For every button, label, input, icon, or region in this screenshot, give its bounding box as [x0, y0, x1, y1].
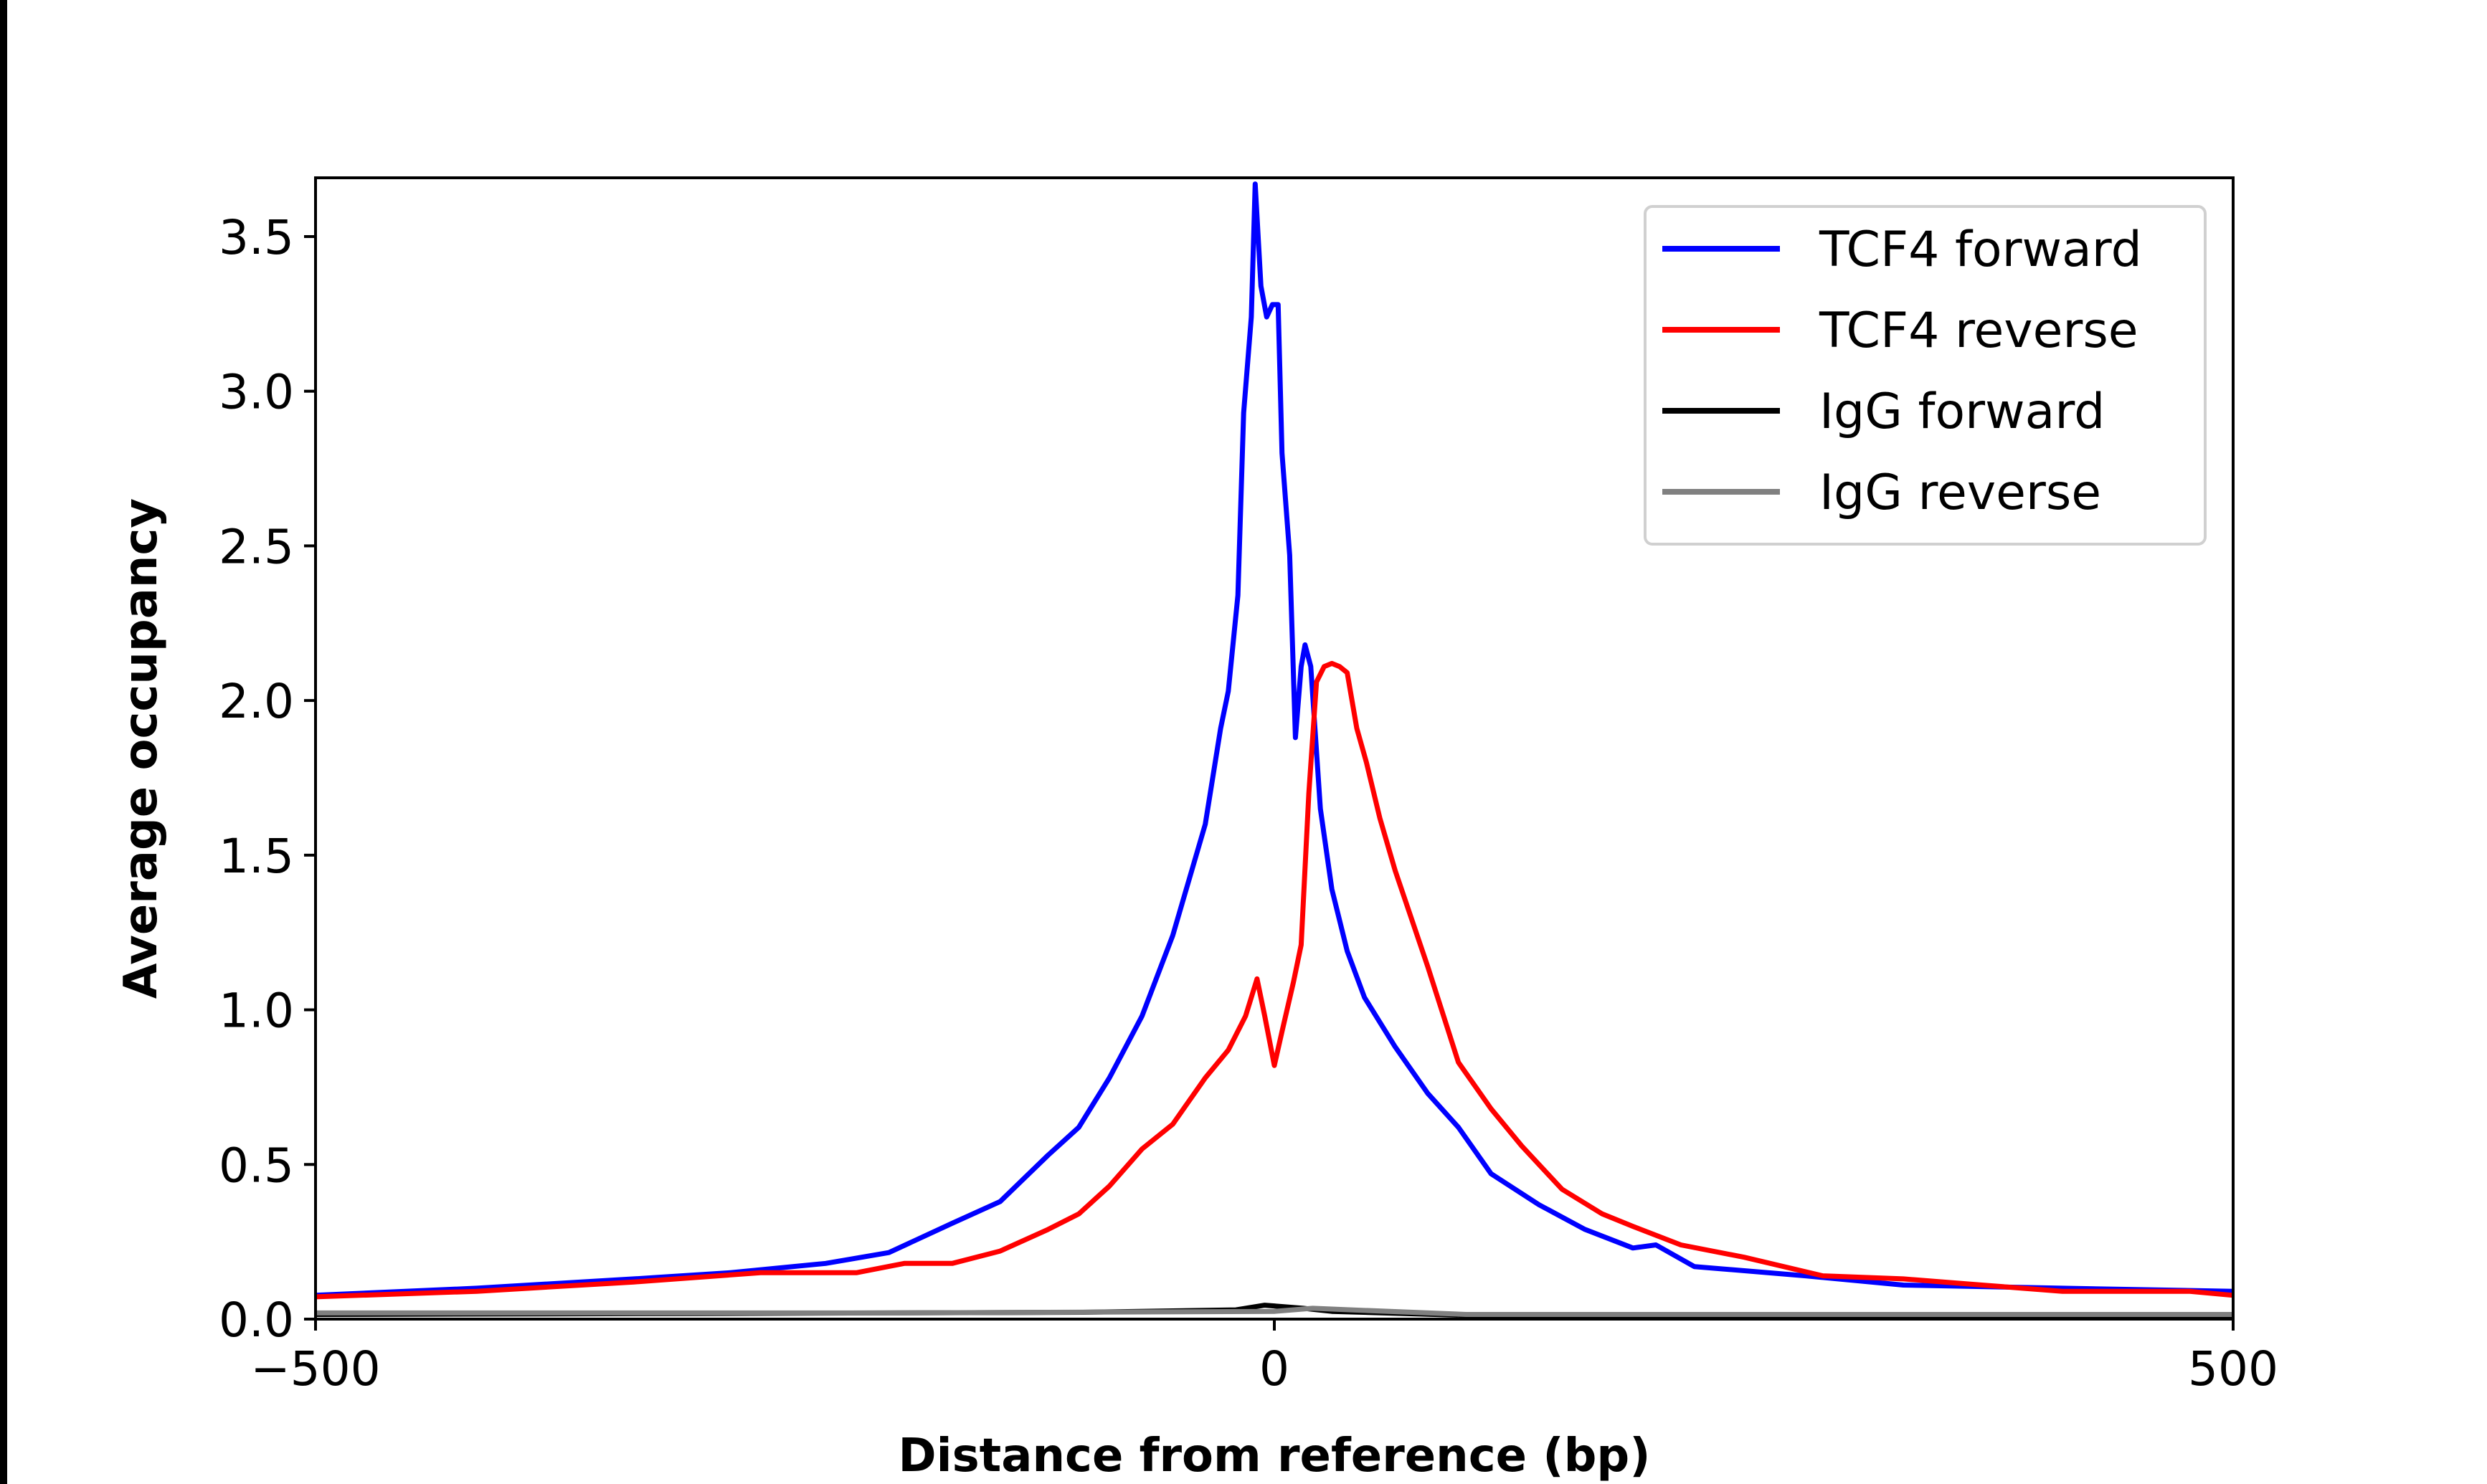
legend-label: TCF4 forward: [1819, 222, 2142, 278]
y-tick-label: 1.5: [219, 829, 294, 884]
y-tick-label: 0.5: [219, 1138, 294, 1193]
x-tick-label: 0: [1259, 1341, 1289, 1397]
y-tick-label: 3.0: [219, 365, 294, 420]
legend: TCF4 forward TCF4 reverse IgG forward IgG r…: [1644, 205, 2207, 546]
series-line-igg-reverse: [316, 1305, 2233, 1317]
y-axis-label: Average occupancy: [115, 498, 168, 999]
legend-entry: TCF4 reverse: [1662, 303, 2138, 359]
y-tick-label: 2.0: [219, 674, 294, 729]
legend-entry: IgG reverse: [1662, 465, 2101, 521]
legend-entry: IgG forward: [1662, 384, 2105, 440]
y-tick-label: 0.0: [219, 1293, 294, 1348]
y-tick-label: 1.0: [219, 984, 294, 1039]
ticks-layer: −500 0 500 0.0 0.5 1.0 1.5 2.0 2.5 3.0 3.5: [219, 210, 2278, 1397]
x-tick-label: −500: [250, 1341, 380, 1397]
series-line-tcf4-forward: [315, 181, 2234, 1298]
x-axis-label: Distance from reference (bp): [899, 1430, 1651, 1483]
x-tick-label: 500: [2188, 1341, 2278, 1397]
legend-entry: TCF4 forward: [1662, 222, 2142, 278]
legend-box: [1644, 205, 2207, 546]
series-layer: [315, 181, 2234, 1319]
y-tick-label: 3.5: [219, 210, 294, 265]
y-tick-label: 2.5: [219, 519, 294, 574]
series-line-tcf4-reverse: [315, 660, 2234, 1300]
left-border: [0, 0, 7, 1484]
legend-label: TCF4 reverse: [1819, 303, 2138, 359]
legend-label: IgG forward: [1819, 384, 2105, 440]
legend-label: IgG reverse: [1819, 465, 2101, 521]
